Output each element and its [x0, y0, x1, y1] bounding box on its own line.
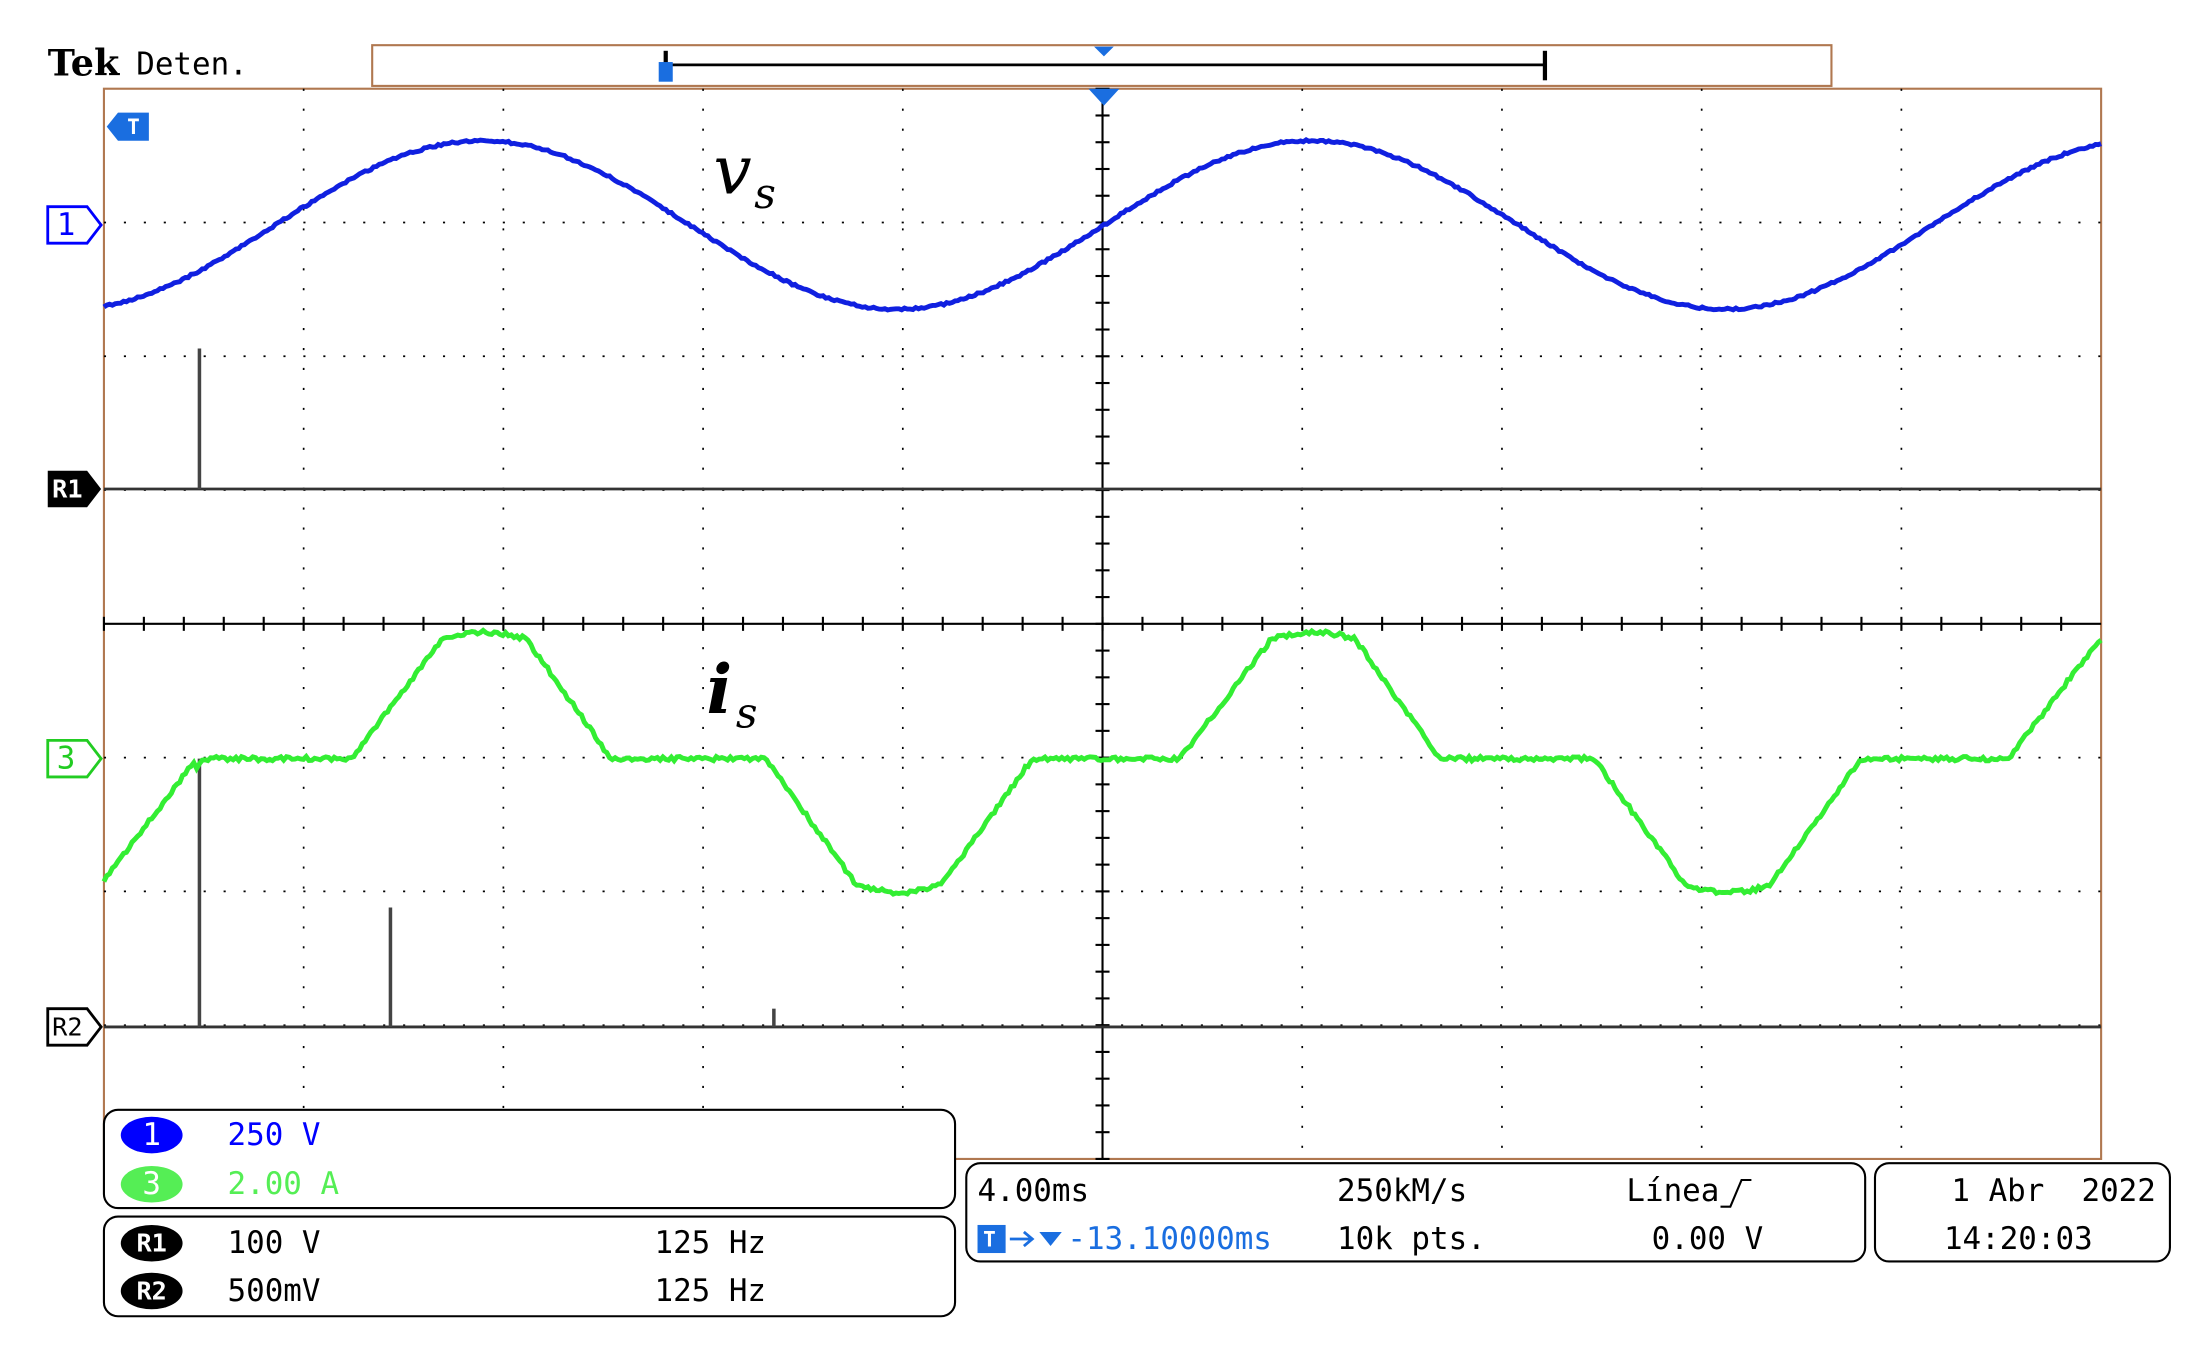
horizontal-position: -13.10000ms — [1067, 1221, 1271, 1257]
trigger-position — [659, 62, 673, 82]
status: Deten. — [136, 47, 248, 83]
ref1-marker-label: R1 — [52, 474, 82, 503]
trigger-source: Línea — [1626, 1173, 1719, 1209]
ch1-scale: 250 V — [228, 1117, 321, 1153]
r1-scale: 100 V — [228, 1225, 321, 1261]
position-trigger-icon-label: T — [983, 1226, 996, 1251]
ch1-marker-label: 1 — [57, 207, 76, 243]
brand: Tek — [48, 42, 120, 85]
r1-badge-label: R1 — [136, 1229, 166, 1258]
trigger-level: 0.00 V — [1652, 1221, 1764, 1257]
voltage-label: v — [713, 130, 751, 209]
current-label: i — [706, 650, 732, 729]
r2-badge-label: R2 — [136, 1276, 166, 1305]
ref2-marker-label: R2 — [52, 1012, 82, 1041]
r1-rate: 125 Hz — [654, 1225, 766, 1261]
current-label-sub: s — [736, 689, 758, 738]
record-length: 10k pts. — [1337, 1221, 1486, 1257]
trigger-flag-label: T — [127, 114, 140, 139]
ch1-badge-label: 1 — [142, 1117, 161, 1153]
ch3-scale: 2.00 A — [228, 1166, 340, 1202]
date: 1 Abr 2022 — [1951, 1173, 2155, 1209]
r2-rate: 125 Hz — [654, 1273, 766, 1309]
r2-scale: 500mV — [228, 1273, 321, 1309]
ch3-badge-label: 3 — [142, 1166, 161, 1202]
time: 14:20:03 — [1944, 1221, 2093, 1257]
timebase: 4.00ms — [978, 1173, 1090, 1209]
voltage-label-sub: s — [754, 169, 776, 218]
sample-rate: 250kM/s — [1337, 1173, 1467, 1209]
ch3-marker-label: 3 — [57, 741, 76, 777]
